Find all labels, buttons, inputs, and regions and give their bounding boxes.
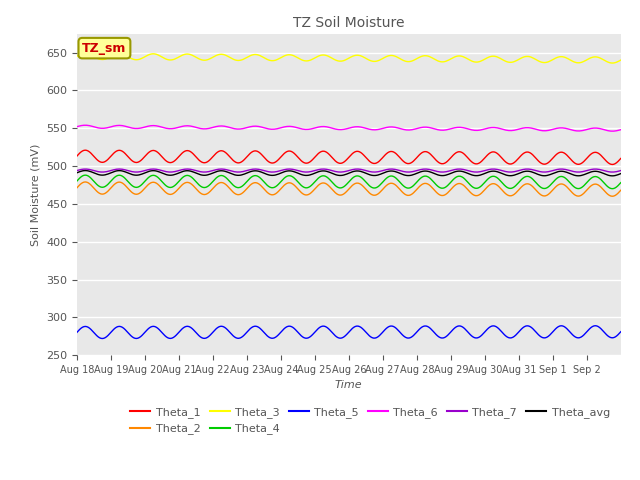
Theta_2: [617, 187, 625, 193]
Theta_4: [609, 186, 616, 192]
Theta_1: [81, 147, 89, 153]
Theta_avg: [616, 171, 623, 177]
Theta_1: [93, 156, 100, 162]
Theta_3: [609, 60, 616, 66]
Theta_avg: [81, 168, 89, 173]
Theta_4: [462, 178, 470, 183]
Theta_avg: [617, 171, 625, 177]
Theta_2: [462, 185, 470, 191]
Theta_5: [543, 334, 551, 340]
Theta_3: [354, 52, 362, 58]
Theta_3: [617, 57, 625, 63]
Theta_2: [609, 193, 616, 199]
Theta_4: [73, 178, 81, 184]
Theta_3: [81, 50, 89, 56]
Text: TZ_sm: TZ_sm: [82, 42, 127, 55]
Theta_2: [110, 182, 118, 188]
Theta_5: [92, 331, 99, 337]
Theta_6: [354, 124, 362, 130]
Theta_7: [73, 168, 81, 173]
Line: Theta_3: Theta_3: [77, 53, 621, 63]
Theta_avg: [110, 169, 118, 175]
Theta_2: [81, 179, 89, 185]
Theta_7: [617, 168, 625, 173]
Line: Theta_2: Theta_2: [77, 182, 621, 196]
Theta_7: [93, 168, 100, 174]
Theta_7: [609, 169, 616, 175]
Theta_1: [462, 153, 470, 159]
X-axis label: Time: Time: [335, 381, 363, 390]
Theta_6: [93, 125, 100, 131]
Theta_2: [616, 189, 623, 195]
Theta_avg: [354, 168, 362, 174]
Theta_7: [81, 166, 89, 172]
Line: Theta_6: Theta_6: [77, 125, 621, 131]
Theta_6: [609, 128, 616, 134]
Y-axis label: Soil Moisture (mV): Soil Moisture (mV): [30, 143, 40, 246]
Theta_4: [93, 181, 100, 187]
Theta_avg: [609, 173, 616, 179]
Theta_3: [93, 55, 100, 61]
Theta_3: [616, 58, 623, 64]
Line: Theta_avg: Theta_avg: [77, 170, 621, 176]
Theta_avg: [73, 170, 81, 176]
Theta_6: [462, 125, 470, 131]
Theta_4: [616, 181, 623, 187]
Theta_6: [73, 124, 81, 130]
Theta_7: [462, 167, 470, 173]
Theta_6: [81, 122, 89, 128]
Theta_4: [81, 172, 89, 178]
Theta_1: [616, 157, 623, 163]
Theta_4: [543, 185, 551, 191]
Title: TZ Soil Moisture: TZ Soil Moisture: [293, 16, 404, 30]
Theta_5: [99, 336, 106, 341]
Theta_7: [110, 167, 118, 173]
Theta_4: [354, 173, 362, 179]
Theta_2: [93, 188, 100, 194]
Line: Theta_4: Theta_4: [77, 175, 621, 189]
Theta_1: [617, 156, 625, 161]
Theta_7: [354, 166, 362, 172]
Theta_5: [616, 330, 623, 336]
Theta_5: [73, 330, 81, 336]
Theta_4: [110, 175, 118, 181]
Theta_7: [616, 168, 623, 174]
Theta_avg: [93, 171, 100, 177]
Theta_7: [543, 169, 551, 175]
Theta_5: [110, 326, 118, 332]
Theta_3: [110, 52, 118, 58]
Line: Theta_1: Theta_1: [77, 150, 621, 165]
Theta_5: [617, 329, 625, 335]
Theta_6: [616, 127, 623, 133]
Theta_1: [110, 150, 118, 156]
Theta_1: [354, 148, 362, 154]
Theta_2: [543, 192, 551, 198]
Theta_4: [617, 180, 625, 186]
Theta_6: [543, 128, 551, 133]
Theta_5: [462, 327, 470, 333]
Theta_2: [73, 185, 81, 191]
Theta_5: [591, 323, 599, 329]
Theta_3: [543, 60, 551, 65]
Theta_avg: [543, 173, 551, 179]
Theta_1: [73, 153, 81, 159]
Line: Theta_5: Theta_5: [77, 326, 621, 338]
Theta_6: [617, 127, 625, 132]
Theta_3: [462, 55, 470, 61]
Theta_5: [354, 323, 362, 329]
Theta_3: [73, 53, 81, 59]
Theta_6: [110, 123, 118, 129]
Legend: Theta_1, Theta_2, Theta_3, Theta_4, Theta_5, Theta_6, Theta_7, Theta_avg: Theta_1, Theta_2, Theta_3, Theta_4, Thet…: [126, 403, 614, 439]
Theta_1: [543, 161, 551, 167]
Theta_avg: [462, 170, 470, 176]
Line: Theta_7: Theta_7: [77, 169, 621, 172]
Theta_2: [354, 180, 362, 186]
Theta_1: [609, 162, 616, 168]
